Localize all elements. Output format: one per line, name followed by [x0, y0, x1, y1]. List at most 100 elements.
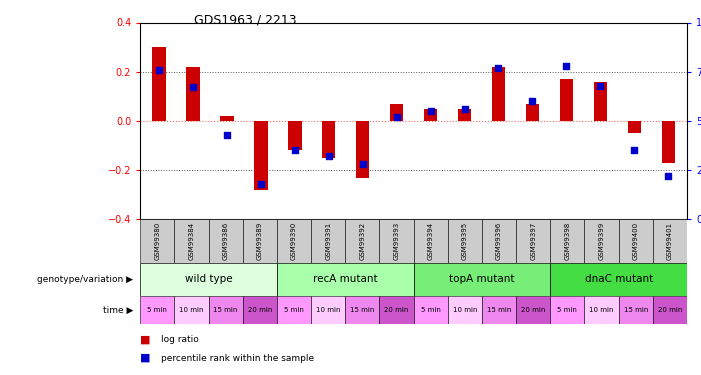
Text: dnaC mutant: dnaC mutant — [585, 274, 653, 284]
Text: ■: ■ — [140, 353, 151, 363]
Point — [187, 84, 198, 90]
Bar — [254, 121, 268, 190]
Text: GSM99389: GSM99389 — [257, 222, 263, 260]
Bar — [346, 296, 379, 324]
Point — [527, 98, 538, 104]
Point — [425, 108, 436, 114]
Point — [391, 114, 402, 120]
Bar — [311, 296, 346, 324]
Bar — [550, 296, 585, 324]
Text: ■: ■ — [140, 334, 151, 344]
Bar — [140, 219, 175, 262]
Text: 10 min: 10 min — [590, 308, 614, 314]
Text: 5 min: 5 min — [421, 308, 441, 314]
Text: 15 min: 15 min — [213, 308, 238, 314]
Bar — [458, 109, 471, 121]
Point — [629, 147, 640, 153]
Bar — [322, 121, 336, 158]
Bar — [619, 219, 653, 262]
Point — [289, 147, 300, 153]
Text: 5 min: 5 min — [557, 308, 578, 314]
Bar — [662, 121, 675, 163]
Bar — [140, 262, 277, 296]
Text: GSM99395: GSM99395 — [462, 222, 468, 260]
Text: 20 min: 20 min — [384, 308, 409, 314]
Text: 10 min: 10 min — [316, 308, 341, 314]
Bar — [277, 296, 311, 324]
Bar — [379, 219, 414, 262]
Text: GSM99400: GSM99400 — [633, 222, 639, 260]
Bar — [550, 262, 687, 296]
Text: 15 min: 15 min — [486, 308, 511, 314]
Point — [561, 63, 572, 69]
Bar — [482, 296, 516, 324]
Text: GSM99390: GSM99390 — [291, 222, 297, 260]
Point — [154, 67, 165, 73]
Bar — [243, 219, 277, 262]
Bar — [175, 296, 209, 324]
Bar — [220, 116, 233, 121]
Bar — [448, 219, 482, 262]
Point — [594, 82, 606, 88]
Text: GDS1963 / 2213: GDS1963 / 2213 — [194, 13, 297, 26]
Text: 10 min: 10 min — [179, 308, 204, 314]
Bar — [288, 121, 301, 150]
Bar — [356, 121, 369, 177]
Bar — [619, 296, 653, 324]
Text: 5 min: 5 min — [284, 308, 304, 314]
Bar — [516, 219, 550, 262]
Bar — [559, 79, 573, 121]
Text: percentile rank within the sample: percentile rank within the sample — [161, 354, 314, 363]
Text: topA mutant: topA mutant — [449, 274, 515, 284]
Bar — [482, 219, 516, 262]
Text: 20 min: 20 min — [658, 308, 682, 314]
Bar — [277, 262, 414, 296]
Bar — [594, 82, 607, 121]
Bar — [243, 296, 277, 324]
Bar — [152, 47, 165, 121]
Text: recA mutant: recA mutant — [313, 274, 378, 284]
Text: GSM99391: GSM99391 — [325, 222, 331, 260]
Bar — [526, 104, 539, 121]
Bar — [585, 296, 619, 324]
Text: time ▶: time ▶ — [103, 306, 133, 315]
Text: GSM99399: GSM99399 — [599, 222, 604, 260]
Text: 20 min: 20 min — [521, 308, 545, 314]
Bar — [186, 67, 200, 121]
Bar — [390, 104, 403, 121]
Text: GSM99380: GSM99380 — [154, 222, 161, 260]
Text: wild type: wild type — [185, 274, 232, 284]
Point — [323, 153, 334, 159]
Text: GSM99394: GSM99394 — [428, 222, 434, 260]
Point — [255, 181, 266, 187]
Point — [459, 106, 470, 112]
Text: 15 min: 15 min — [350, 308, 374, 314]
Bar — [653, 219, 687, 262]
Bar — [379, 296, 414, 324]
Point — [222, 132, 233, 138]
Point — [493, 65, 504, 71]
Text: genotype/variation ▶: genotype/variation ▶ — [37, 275, 133, 284]
Bar — [516, 296, 550, 324]
Bar — [346, 219, 379, 262]
Text: GSM99401: GSM99401 — [667, 222, 673, 260]
Text: GSM99393: GSM99393 — [393, 222, 400, 260]
Text: GSM99398: GSM99398 — [564, 222, 571, 260]
Bar — [209, 219, 243, 262]
Point — [357, 161, 368, 167]
Bar — [448, 296, 482, 324]
Text: 10 min: 10 min — [453, 308, 477, 314]
Bar — [550, 219, 585, 262]
Bar — [140, 296, 175, 324]
Bar — [491, 67, 505, 121]
Bar — [311, 219, 346, 262]
Text: GSM99396: GSM99396 — [496, 222, 502, 260]
Bar — [175, 219, 209, 262]
Text: GSM99384: GSM99384 — [189, 222, 194, 260]
Text: 15 min: 15 min — [623, 308, 648, 314]
Bar — [627, 121, 641, 133]
Bar — [414, 296, 448, 324]
Bar — [424, 109, 437, 121]
Text: GSM99386: GSM99386 — [223, 222, 229, 260]
Text: GSM99397: GSM99397 — [530, 222, 536, 260]
